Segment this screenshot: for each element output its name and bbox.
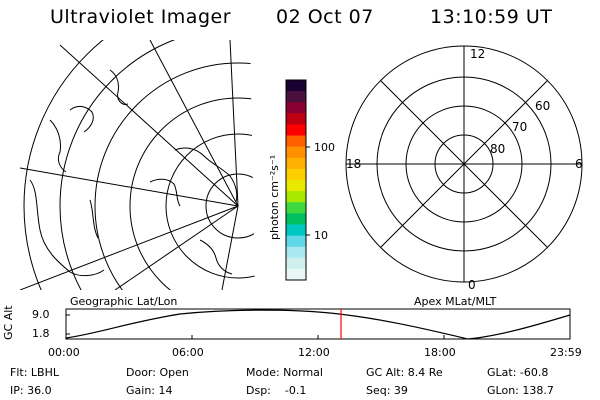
info-seq: Seq: 39 <box>366 384 408 397</box>
color-tick-100: 100 <box>314 141 335 154</box>
lat-circle <box>23 40 255 290</box>
lat-circle <box>94 62 255 290</box>
color-band <box>286 102 306 114</box>
mlt-label-18: 18 <box>346 157 361 171</box>
color-band <box>286 135 306 148</box>
coastline <box>199 239 233 275</box>
apex-label: Apex MLat/MLT <box>414 295 497 308</box>
mlt-label-12: 12 <box>470 47 485 61</box>
color-band <box>286 246 306 259</box>
color-band <box>286 146 306 159</box>
ytick-label-9: 9.0 <box>32 308 50 321</box>
info-gain: Gain: 14 <box>126 384 173 397</box>
color-band <box>286 191 306 203</box>
time-label: 13:10:59 UT <box>430 6 553 28</box>
gc-alt-axis-label: GC Alt <box>2 305 15 340</box>
mlat-label-60: 60 <box>535 99 550 113</box>
coastline <box>109 69 129 105</box>
info-ip: IP: 36.0 <box>10 384 52 397</box>
color-band <box>286 213 306 225</box>
polar-plot <box>345 45 583 283</box>
altitude-curve <box>65 309 571 340</box>
instrument-title: Ultraviolet Imager <box>50 6 232 28</box>
info-mode: Mode: Normal <box>246 366 323 379</box>
color-band <box>286 113 306 125</box>
info-glat: GLat: -60.8 <box>487 366 549 379</box>
color-bar-unit: photon cm⁻²s⁻¹ <box>268 155 281 240</box>
meridian-line <box>20 205 239 290</box>
xtick-label: 12:00 <box>298 346 330 359</box>
mlat-label-70: 70 <box>512 120 527 134</box>
color-band <box>286 224 306 237</box>
meridian-line <box>229 40 239 207</box>
meridian-line <box>114 205 239 290</box>
lat-circle <box>205 173 255 239</box>
coastline <box>69 105 94 133</box>
color-band <box>286 157 306 170</box>
xtick-label: 00:00 <box>48 346 80 359</box>
info-flt: Flt: LBHL <box>10 366 59 379</box>
color-band <box>286 268 306 281</box>
color-band <box>286 235 306 248</box>
date-label: 02 Oct 07 <box>276 6 374 28</box>
mlt-diagonal <box>380 80 548 248</box>
xtick-label: 06:00 <box>172 346 204 359</box>
lat-circle <box>59 40 255 290</box>
altitude-strip <box>65 308 571 340</box>
meridian-line <box>149 40 239 207</box>
mlat-label-80: 80 <box>490 142 505 156</box>
color-band <box>286 257 306 270</box>
color-band <box>286 180 306 192</box>
coastline <box>49 119 67 173</box>
info-gc-alt: GC Alt: 8.4 Re <box>366 366 443 379</box>
color-band <box>286 168 306 181</box>
meridian-line <box>20 167 239 207</box>
info-glon: GLon: 138.7 <box>487 384 554 397</box>
geographic-map <box>20 40 255 290</box>
mlt-label-6: 6 <box>575 157 583 171</box>
coastline <box>174 147 238 203</box>
coastline <box>149 178 181 207</box>
color-band <box>286 80 306 92</box>
color-bar-frame <box>285 79 307 281</box>
color-scale <box>286 80 306 281</box>
meridian-line <box>221 205 239 290</box>
xtick-label: 23:59 <box>550 346 582 359</box>
info-dsp: Dsp: -0.1 <box>246 384 307 397</box>
mlt-label-0: 0 <box>468 278 476 292</box>
coastline <box>29 179 105 277</box>
geographic-label: Geographic Lat/Lon <box>70 295 178 308</box>
meridian-line <box>59 44 239 207</box>
coastline <box>89 199 99 239</box>
color-band <box>286 124 306 137</box>
ytick-label-1.8: 1.8 <box>32 327 50 340</box>
xtick-label: 18:00 <box>424 346 456 359</box>
lat-circle <box>129 97 255 290</box>
color-band <box>286 91 306 103</box>
color-band <box>286 202 306 214</box>
info-door: Door: Open <box>126 366 189 379</box>
lat-circle <box>165 133 255 279</box>
color-tick-10: 10 <box>314 229 328 242</box>
